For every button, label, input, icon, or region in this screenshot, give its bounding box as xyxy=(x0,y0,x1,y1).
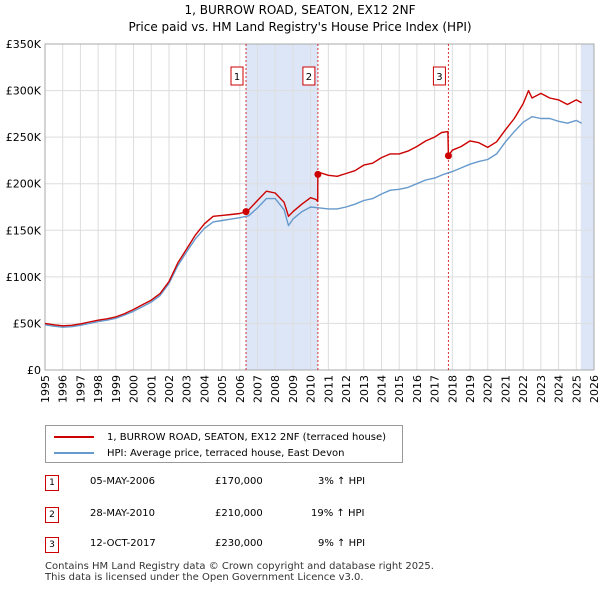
x-tick-label: 2012 xyxy=(340,375,353,403)
series-line-hpi xyxy=(44,116,582,328)
y-tick-label: £50K xyxy=(13,317,42,330)
sale-point xyxy=(314,170,322,178)
transaction-date: 28-MAY-2010 xyxy=(90,508,156,519)
transaction-price: £170,000 xyxy=(215,476,263,487)
y-tick-label: £200K xyxy=(6,178,42,191)
x-tick-label: 2026 xyxy=(588,375,600,403)
x-tick-label: 2019 xyxy=(464,375,477,403)
transaction-marker: 2 xyxy=(45,507,59,523)
plot-frame xyxy=(44,43,595,371)
x-tick-label: 1999 xyxy=(110,375,123,403)
transaction-marker: 3 xyxy=(45,537,59,553)
x-tick-label: 2025 xyxy=(570,375,583,403)
y-tick-label: £100K xyxy=(6,271,42,284)
x-tick-label: 2020 xyxy=(482,375,495,403)
y-tick-label: £150K xyxy=(6,224,42,237)
legend-label-property: 1, BURROW ROAD, SEATON, EX12 2NF (terrac… xyxy=(107,431,387,443)
sale-number-label: 2 xyxy=(306,72,312,83)
sale-number-box xyxy=(230,66,244,86)
x-tick-label: 2001 xyxy=(145,375,158,403)
sale-number-label: 1 xyxy=(234,72,240,83)
x-tick-label: 2024 xyxy=(553,375,566,403)
footer-licence: This data is licensed under the Open Gov… xyxy=(45,572,364,583)
sale-number-box xyxy=(302,66,316,86)
x-tick-label: 2017 xyxy=(429,375,442,403)
y-tick-label: £350K xyxy=(6,38,42,51)
x-tick-label: 2008 xyxy=(269,375,282,403)
transaction-price: £210,000 xyxy=(215,508,263,519)
shaded-span xyxy=(580,44,594,370)
x-tick-label: 1997 xyxy=(74,375,87,403)
transaction-price: £230,000 xyxy=(215,538,263,549)
sale-number-label: 3 xyxy=(436,72,442,83)
y-tick-label: £0 xyxy=(27,364,41,377)
x-tick-label: 2002 xyxy=(163,375,176,403)
legend-label-hpi: HPI: Average price, terraced house, East… xyxy=(107,447,345,459)
y-tick-label: £300K xyxy=(6,85,42,98)
x-tick-label: 2000 xyxy=(128,375,141,403)
x-tick-label: 2015 xyxy=(393,375,406,403)
series-line-property xyxy=(44,89,582,327)
x-tick-label: 2010 xyxy=(305,375,318,403)
x-tick-label: 2013 xyxy=(358,375,371,403)
x-tick-label: 2016 xyxy=(411,375,424,403)
x-tick-label: 1995 xyxy=(39,375,52,403)
transaction-hpi: 19% ↑ HPI xyxy=(311,508,365,519)
legend-item-property: 1, BURROW ROAD, SEATON, EX12 2NF (terrac… xyxy=(54,430,386,444)
footer-copyright: Contains HM Land Registry data © Crown c… xyxy=(45,561,434,572)
legend-item-hpi: HPI: Average price, terraced house, East… xyxy=(54,446,344,460)
chart-title: 1, BURROW ROAD, SEATON, EX12 2NF xyxy=(184,3,416,17)
x-tick-label: 2007 xyxy=(252,375,265,403)
sale-number-box xyxy=(432,66,446,86)
x-tick-label: 2009 xyxy=(287,375,300,403)
y-tick-label: £250K xyxy=(6,131,42,144)
x-tick-label: 1998 xyxy=(92,375,105,403)
transaction-date: 05-MAY-2006 xyxy=(90,476,156,487)
x-tick-label: 2023 xyxy=(535,375,548,403)
x-tick-label: 2011 xyxy=(322,375,335,403)
transaction-date: 12-OCT-2017 xyxy=(90,538,156,549)
x-tick-label: 2021 xyxy=(499,375,512,403)
x-tick-label: 2014 xyxy=(375,375,388,403)
footer: Contains HM Land Registry data © Crown c… xyxy=(45,561,434,583)
x-tick-label: 2006 xyxy=(234,375,247,403)
sale-point xyxy=(242,208,250,216)
x-tick-label: 2018 xyxy=(446,375,459,403)
transaction-hpi: 9% ↑ HPI xyxy=(318,538,366,549)
x-tick-label: 2003 xyxy=(181,375,194,403)
x-tick-label: 2004 xyxy=(198,375,211,403)
legend-swatch-property xyxy=(54,436,94,438)
sale-point xyxy=(444,152,452,160)
legend-swatch-hpi xyxy=(54,452,94,454)
x-tick-label: 2005 xyxy=(216,375,229,403)
chart-subtitle: Price paid vs. HM Land Registry's House … xyxy=(128,20,472,34)
chart-legend: 1, BURROW ROAD, SEATON, EX12 2NF (terrac… xyxy=(45,425,403,463)
price-chart: £0 £50K £100K £150K £200K £250K £300K £350K 1995… xyxy=(6,38,600,403)
x-tick-label: 1996 xyxy=(57,375,70,403)
x-tick-label: 2022 xyxy=(517,375,530,403)
transaction-marker: 1 xyxy=(45,475,59,491)
transaction-hpi: 3% ↑ HPI xyxy=(318,476,366,487)
